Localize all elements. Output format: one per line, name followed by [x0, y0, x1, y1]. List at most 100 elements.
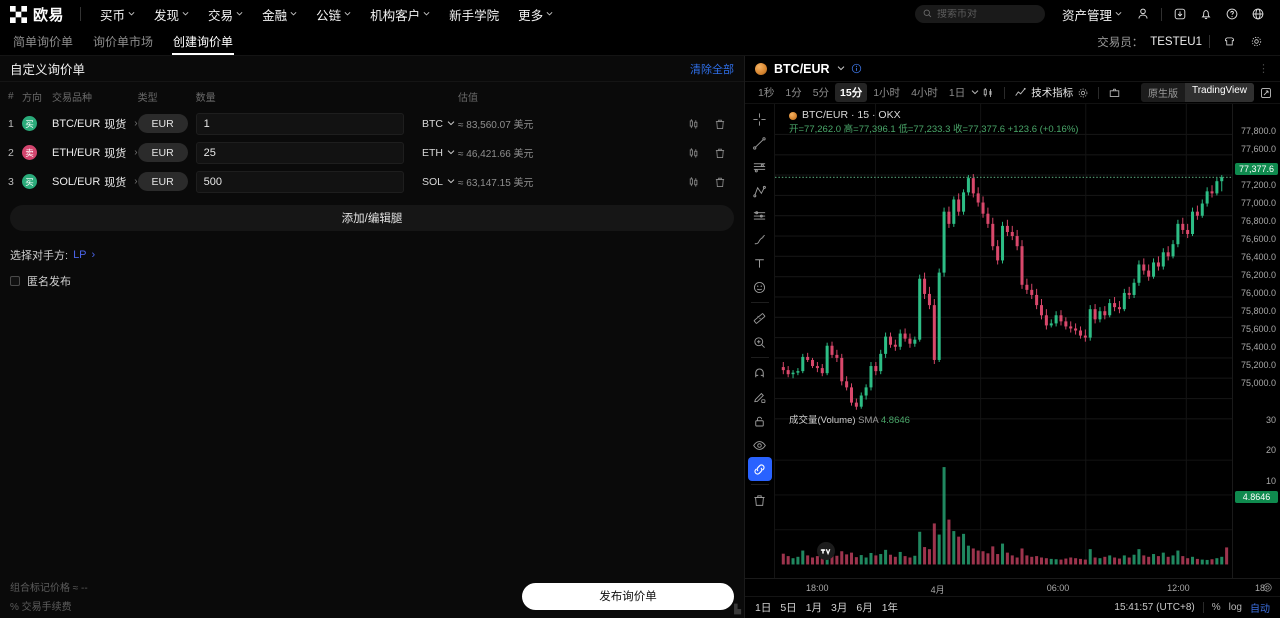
shirt-icon[interactable]	[1217, 31, 1241, 53]
clear-all-link[interactable]: 清除全部	[690, 63, 734, 76]
delete-drawings-icon[interactable]	[748, 488, 772, 512]
delete-icon[interactable]	[714, 118, 726, 130]
anonymous-publish-row[interactable]: 匿名发布	[10, 273, 744, 289]
view-mode-native[interactable]: 原生版	[1147, 89, 1178, 100]
zoom-in-icon[interactable]	[748, 330, 772, 354]
row-symbol-cell[interactable]: ETH/EUR 现货 ›	[52, 138, 138, 167]
range-1d[interactable]: 1日	[755, 602, 772, 614]
nav-item-discover[interactable]: 发现	[145, 1, 198, 28]
row-direction-cell[interactable]: 买	[22, 109, 52, 138]
tradingview-logo[interactable]	[817, 542, 835, 560]
price-axis[interactable]: 77,800.077,600.077,400.077,200.077,000.0…	[1232, 104, 1280, 578]
direction-badge-buy[interactable]: 买	[22, 174, 37, 190]
drawing-mode-icon[interactable]	[748, 385, 772, 409]
type-pill[interactable]: EUR	[137, 143, 188, 162]
search-container[interactable]	[914, 5, 1045, 23]
timeframe-1d[interactable]: 1日	[948, 87, 966, 99]
nav-item-more[interactable]: 更多	[509, 1, 562, 28]
nav-item-academy[interactable]: 新手学院	[440, 1, 508, 28]
okx-logo[interactable]: 欧易	[10, 4, 64, 25]
resize-grip-icon[interactable]: ▙	[734, 604, 741, 614]
nav-item-buy-crypto[interactable]: 买币	[91, 1, 144, 28]
range-6m[interactable]: 6月	[856, 602, 873, 614]
row-symbol-cell[interactable]: SOL/EUR 现货 ›	[52, 167, 138, 196]
gear-icon[interactable]	[1244, 31, 1268, 53]
snapshot-icon[interactable]	[1105, 86, 1124, 99]
candlestick-type-icon[interactable]	[979, 86, 998, 99]
nav-item-chain[interactable]: 公链	[307, 1, 360, 28]
quantity-input[interactable]	[203, 175, 396, 188]
row-quantity-cell[interactable]	[195, 109, 406, 138]
indicator-icon[interactable]	[1011, 86, 1030, 99]
table-row[interactable]: 2 卖 ETH/EUR 现货 › EUR	[0, 138, 744, 167]
fibonacci-icon[interactable]	[748, 155, 772, 179]
row-quantity-cell[interactable]	[195, 138, 406, 167]
nav-item-finance[interactable]: 金融	[253, 1, 306, 28]
row-symbol-cell[interactable]: BTC/EUR 现货 ›	[52, 109, 138, 138]
counterparty-value[interactable]: LP	[73, 249, 87, 261]
timeframe-1s[interactable]: 1秒	[758, 87, 775, 99]
timeframe-4h[interactable]: 4小时	[911, 87, 938, 99]
view-mode-tradingview[interactable]: TradingView	[1184, 83, 1254, 102]
chevron-right-icon[interactable]: ›	[134, 176, 138, 187]
nav-item-trade[interactable]: 交易	[199, 1, 252, 28]
tab-rfq-market[interactable]: 询价单市场	[93, 35, 154, 49]
row-direction-cell[interactable]: 买	[22, 167, 52, 196]
search-input[interactable]	[936, 8, 1037, 20]
user-icon[interactable]	[1131, 3, 1155, 25]
row-direction-cell[interactable]: 卖	[22, 138, 52, 167]
timeframe-5m[interactable]: 5分	[812, 87, 830, 99]
publish-rfq-button[interactable]: 发布询价单	[522, 582, 734, 610]
gann-box-icon[interactable]	[748, 203, 772, 227]
anonymous-checkbox[interactable]	[10, 276, 20, 286]
row-type-cell[interactable]: EUR	[137, 167, 196, 196]
direction-badge-sell[interactable]: 卖	[22, 145, 37, 161]
direction-badge-buy[interactable]: 买	[22, 116, 37, 132]
add-edit-leg-button[interactable]: 添加/编辑腿	[10, 205, 734, 231]
chevron-down-icon[interactable]	[971, 88, 979, 95]
row-unit-cell[interactable]: ETH	[406, 138, 458, 167]
unit-selector[interactable]: BTC	[406, 118, 458, 130]
row-unit-cell[interactable]: BTC	[406, 109, 458, 138]
candlestick-icon[interactable]	[688, 176, 700, 188]
range-5d[interactable]: 5日	[780, 602, 797, 614]
range-1m[interactable]: 1月	[805, 602, 823, 614]
panel-drag-handle[interactable]: ⋮	[1258, 63, 1270, 75]
link-tool-icon[interactable]	[747, 457, 772, 481]
auto-scale-toggle[interactable]: 自动	[1250, 604, 1270, 615]
row-type-cell[interactable]: EUR	[137, 109, 196, 138]
globe-icon[interactable]	[1246, 3, 1270, 25]
help-icon[interactable]	[1220, 3, 1244, 25]
chevron-right-icon[interactable]: ›	[134, 118, 138, 129]
nav-item-institutional[interactable]: 机构客户	[361, 1, 439, 28]
candlestick-icon[interactable]	[688, 118, 700, 130]
type-pill[interactable]: EUR	[137, 114, 188, 133]
timeframe-15m[interactable]: 15分	[835, 83, 868, 102]
emoji-icon[interactable]	[748, 275, 772, 299]
time-axis[interactable]: 18:00 4月 06:00 12:00 18:	[745, 578, 1280, 596]
candlestick-icon[interactable]	[688, 147, 700, 159]
tab-create-rfq[interactable]: 创建询价单	[172, 28, 235, 55]
lock-icon[interactable]	[748, 409, 772, 433]
assets-management-menu[interactable]: 资产管理	[1055, 2, 1129, 27]
pitchfork-icon[interactable]	[748, 179, 772, 203]
download-icon[interactable]	[1168, 3, 1192, 25]
magnet-icon[interactable]	[748, 361, 772, 385]
row-quantity-cell[interactable]	[195, 167, 406, 196]
range-3m[interactable]: 3月	[831, 602, 848, 614]
row-unit-cell[interactable]: SOL	[406, 167, 458, 196]
text-icon[interactable]	[748, 251, 772, 275]
chevron-down-icon[interactable]	[837, 64, 844, 71]
trend-line-icon[interactable]	[748, 131, 772, 155]
quantity-input[interactable]	[203, 117, 396, 130]
brush-icon[interactable]	[748, 227, 772, 251]
chevron-right-icon[interactable]: ›	[134, 147, 138, 158]
row-type-cell[interactable]: EUR	[137, 138, 196, 167]
chart-settings-gear-icon[interactable]	[1074, 87, 1092, 99]
delete-icon[interactable]	[714, 147, 726, 159]
timeframe-1m[interactable]: 1分	[785, 87, 802, 99]
chevron-right-icon[interactable]: ›	[91, 249, 96, 261]
measure-ruler-icon[interactable]	[748, 306, 772, 330]
bell-icon[interactable]	[1194, 3, 1218, 25]
tab-simple-rfq[interactable]: 简单询价单	[13, 35, 74, 49]
